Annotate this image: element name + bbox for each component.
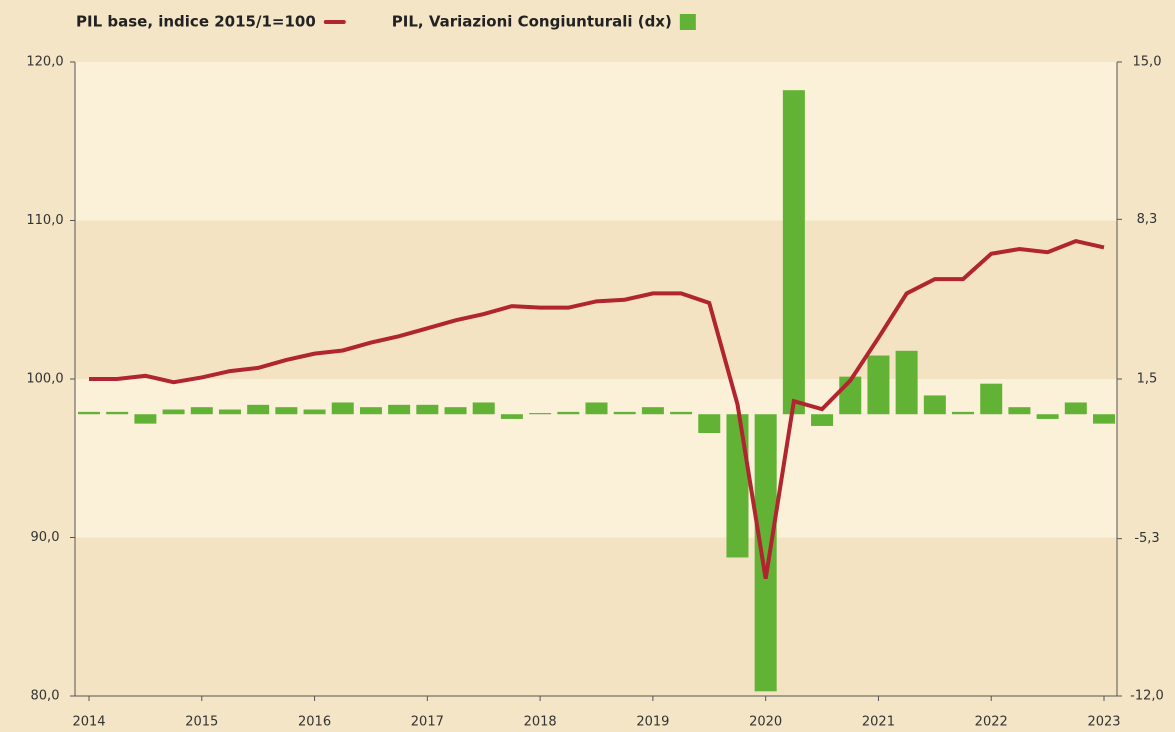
bar [698,414,721,434]
grid-band [75,62,1117,221]
line [89,239,1105,580]
x-tick-label: 2021 [862,715,895,730]
bar [331,402,354,415]
legend-label: PIL base, indice 2015/1=100 [76,13,316,31]
bar [416,404,439,415]
x-tick-label: 2020 [749,715,782,730]
bar [275,407,298,415]
bar [782,90,805,415]
bar [444,407,467,415]
bar [895,350,918,415]
x-tick-label: 2015 [185,715,218,730]
grid-band [75,537,1117,696]
bar [557,411,580,415]
x-tick-label: 2018 [524,715,557,730]
bar [162,409,185,415]
bar [980,383,1003,415]
bar [1064,402,1087,415]
y2-tick-label: 15,0 [1133,55,1162,70]
bar [811,414,834,426]
y2-tick-label: -12,0 [1130,689,1164,704]
bar [190,407,213,415]
bar [670,411,693,415]
x-tick-label: 2022 [975,715,1008,730]
y-tick-label: 110,0 [26,213,63,228]
bar [218,409,241,415]
x-tick-label: 2017 [411,715,444,730]
bar [754,414,777,692]
bar [500,414,523,419]
bar [952,411,975,415]
bar [585,402,608,415]
bar [78,411,100,415]
bar [529,413,552,415]
x-tick-label: 2019 [636,715,669,730]
bar [247,404,270,415]
bar [867,355,890,415]
y-tick-label: 100,0 [26,372,63,387]
legend-label: PIL, Variazioni Congiunturali (dx) [392,13,672,31]
y2-tick-label: 8,3 [1137,212,1158,227]
bar [613,411,636,415]
bar [923,395,946,415]
x-tick-label: 2014 [72,715,105,730]
bar [359,407,382,415]
y-tick-label: 80,0 [31,689,60,704]
bar [388,404,411,415]
bar [303,409,326,415]
bar [726,414,749,558]
bar [1093,414,1115,424]
y2-tick-label: -5,3 [1134,531,1159,546]
y-tick-label: 120,0 [26,55,63,70]
x-tick-label: 2023 [1087,715,1120,730]
bar [472,402,495,415]
x-tick-label: 2016 [298,715,331,730]
bar [134,414,157,424]
y2-tick-label: 1,5 [1137,372,1158,387]
legend-swatch [679,14,696,30]
bar [1008,407,1031,415]
y-tick-label: 90,0 [31,530,60,545]
bar [1036,414,1059,419]
bar [641,407,664,415]
bar [106,411,129,415]
